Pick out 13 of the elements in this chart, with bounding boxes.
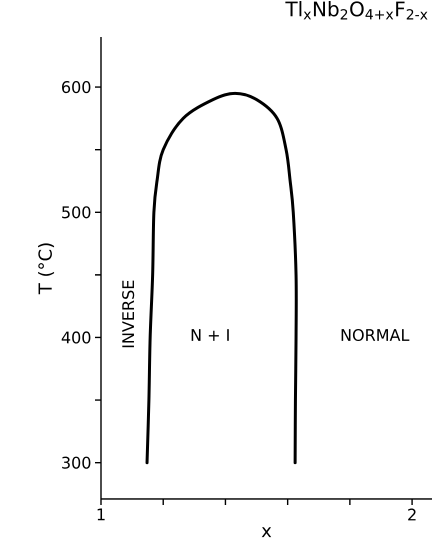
x-axis-title: x — [262, 527, 272, 538]
chart-title: Tl$_{x}$Nb$_{2}$O$_{4+x}$F$_{2-x}$ — [285, 1, 428, 20]
y-tick-label: 400 — [62, 331, 90, 344]
annotation: NORMAL — [342, 328, 410, 342]
annotation: INVERSE — [122, 280, 134, 348]
x-tick-label: 2 — [408, 508, 416, 520]
y-tick-label: 300 — [62, 456, 90, 469]
annotation: N + I — [192, 329, 229, 341]
y-tick-label: 600 — [62, 81, 90, 94]
y-axis-title: T (°C) — [38, 243, 54, 294]
x-tick-label: 1 — [98, 508, 105, 520]
y-tick-label: 500 — [62, 206, 90, 218]
line-series — [146, 92, 298, 464]
